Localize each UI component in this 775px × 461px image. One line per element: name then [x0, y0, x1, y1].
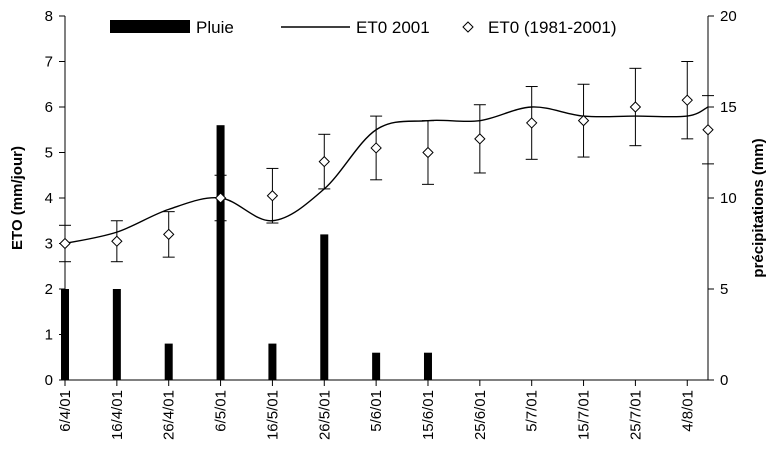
left-tick-label: 7 — [45, 54, 53, 71]
x-tick-label: 16/5/01 — [264, 390, 281, 440]
x-tick-label: 26/5/01 — [316, 390, 333, 440]
legend-label-rain: Pluie — [196, 18, 234, 37]
legend-label-line: ET0 2001 — [356, 18, 430, 37]
rain-bar — [112, 289, 121, 380]
left-tick-label: 4 — [45, 190, 53, 207]
left-tick-label: 6 — [45, 99, 53, 116]
rain-bar — [320, 234, 329, 380]
rain-bar — [216, 125, 225, 380]
rain-bar — [61, 289, 69, 380]
rain-bar — [423, 352, 432, 380]
right-tick-label: 15 — [720, 99, 737, 116]
right-axis-title: précipitations (mm) — [750, 138, 767, 277]
rain-bar — [372, 352, 381, 380]
legend-label-hist: ET0 (1981-2001) — [488, 18, 617, 37]
x-tick-label: 16/4/01 — [109, 390, 126, 440]
left-tick-label: 3 — [45, 236, 53, 253]
x-tick-label: 26/4/01 — [161, 390, 178, 440]
legend: Pluie ET0 2001 ET0 (1981-2001) — [110, 18, 617, 37]
et0-hist-marker — [422, 146, 434, 159]
et0-hist-marker — [702, 124, 714, 136]
et0-hist-marker — [214, 192, 227, 204]
rain-bar — [268, 343, 277, 380]
x-tick-label: 4/8/01 — [679, 390, 696, 432]
left-tick-label: 2 — [45, 281, 53, 298]
et0-hist-marker — [163, 228, 175, 241]
legend-swatch-rain — [110, 20, 190, 33]
x-tick-label: 6/5/01 — [213, 390, 230, 432]
rain-bar — [164, 343, 173, 380]
x-tick-label: 25/7/01 — [627, 390, 644, 440]
x-tick-label: 5/6/01 — [368, 390, 385, 432]
right-tick-label: 20 — [720, 8, 737, 25]
right-tick-label: 10 — [720, 190, 737, 207]
left-tick-label: 8 — [45, 8, 53, 25]
right-tick-label: 0 — [720, 372, 728, 389]
plot-area: 0 1 2 3 4 5 6 7 8 0 5 10 15 20 6/4/01 16/4/01 26/4/01 6/5… — [9, 8, 767, 440]
left-axis-title: ETO (mm/jour) — [9, 146, 26, 250]
et0-hist-marker — [525, 117, 538, 129]
et0-hist-marker — [266, 190, 279, 202]
et0-2001-line — [64, 106, 709, 245]
left-tick-label: 1 — [45, 327, 53, 344]
left-tick-label: 0 — [45, 372, 53, 389]
x-tick-label: 5/7/01 — [524, 390, 541, 432]
x-tick-label: 6/4/01 — [57, 390, 74, 432]
et0-hist-marker — [59, 237, 71, 250]
et0-hist-marker — [681, 94, 693, 106]
x-tick-label: 15/7/01 — [576, 390, 593, 440]
et0-hist-marker — [318, 155, 330, 168]
x-tick-label: 15/6/01 — [420, 390, 437, 440]
x-tick-label: 25/6/01 — [472, 390, 489, 440]
left-tick-label: 5 — [45, 145, 53, 162]
right-tick-label: 5 — [720, 281, 728, 298]
et0-hist-marker — [111, 235, 123, 247]
legend-swatch-diamond — [462, 21, 474, 33]
et0-hist-marker — [370, 142, 382, 154]
et0-hist-marker — [474, 133, 486, 145]
et0-hist-marker — [629, 101, 642, 113]
et0-hist-marker — [577, 114, 590, 127]
